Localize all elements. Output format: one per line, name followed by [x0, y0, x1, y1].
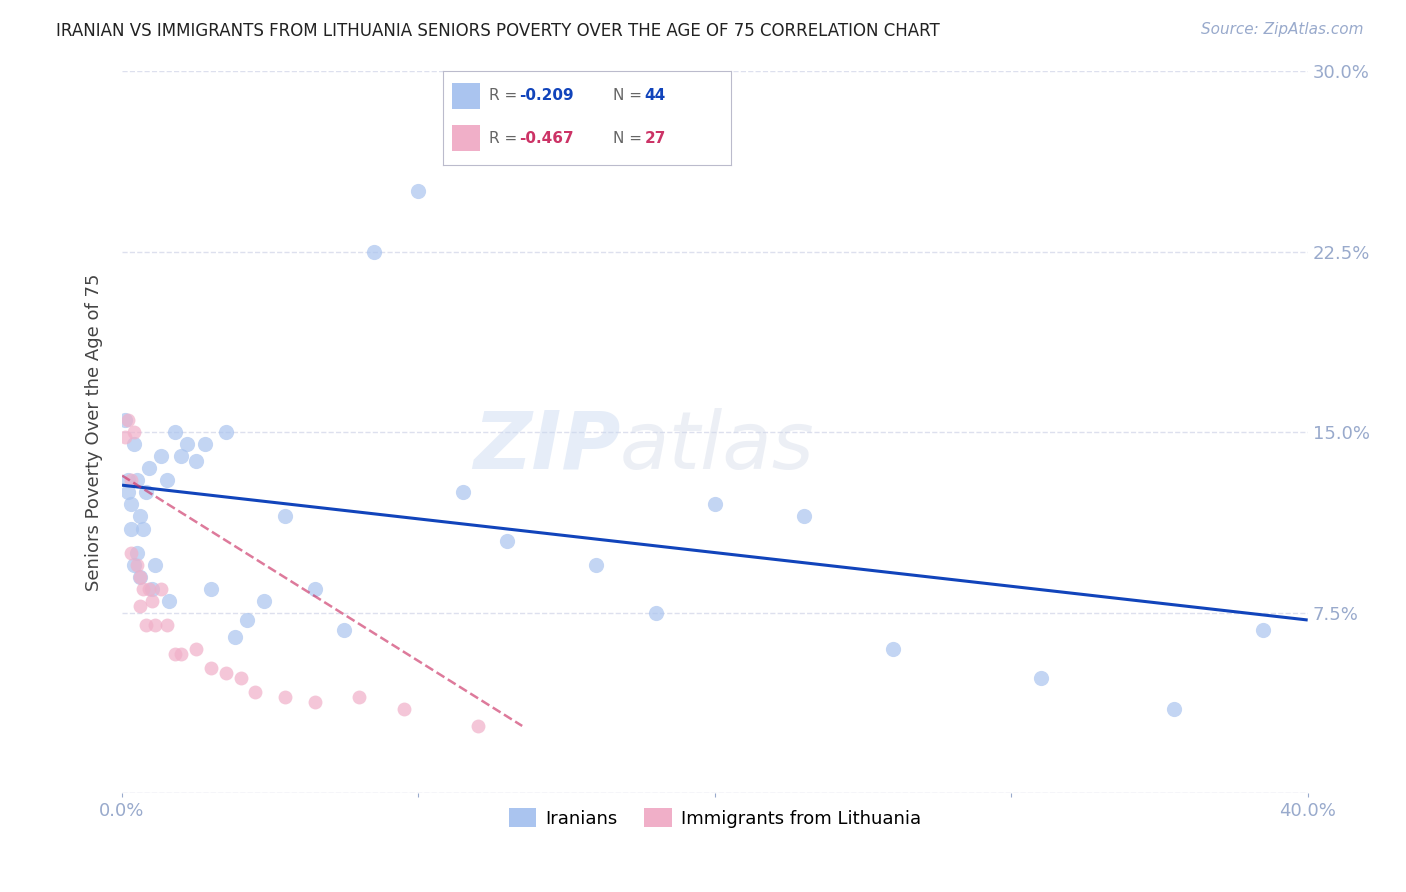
Point: [304, 582, 326, 596]
Point: [186, 454, 208, 468]
Point: [245, 685, 267, 699]
Point: [793, 509, 815, 524]
Legend: Iranians, Immigrants from Lithuania: Iranians, Immigrants from Lithuania: [502, 801, 928, 835]
Point: [165, 647, 187, 661]
Point: [149, 450, 172, 464]
Point: [114, 430, 136, 444]
Point: [176, 437, 198, 451]
Point: [143, 558, 166, 572]
Point: [235, 613, 257, 627]
Text: N =: N =: [613, 131, 647, 146]
Point: [165, 425, 187, 440]
Point: [128, 509, 150, 524]
Text: N =: N =: [613, 88, 647, 103]
Point: [392, 702, 415, 716]
Text: 27: 27: [644, 131, 666, 146]
Point: [304, 695, 326, 709]
Point: [143, 617, 166, 632]
Point: [138, 461, 160, 475]
Point: [155, 474, 177, 488]
Point: [1029, 671, 1052, 685]
Point: [496, 533, 519, 548]
Point: [141, 582, 163, 596]
Point: [117, 413, 139, 427]
Text: -0.209: -0.209: [519, 88, 574, 103]
Text: Source: ZipAtlas.com: Source: ZipAtlas.com: [1201, 22, 1364, 37]
Point: [135, 485, 157, 500]
Point: [125, 474, 148, 488]
Point: [159, 593, 181, 607]
Bar: [451, 83, 481, 109]
Text: R =: R =: [489, 131, 522, 146]
Text: -0.467: -0.467: [519, 131, 574, 146]
Point: [149, 582, 172, 596]
Point: [408, 185, 430, 199]
Point: [347, 690, 370, 704]
Point: [117, 485, 139, 500]
Point: [170, 450, 193, 464]
Point: [229, 671, 252, 685]
Point: [467, 719, 489, 733]
Point: [128, 569, 150, 583]
Point: [170, 647, 193, 661]
Point: [120, 498, 142, 512]
Text: IRANIAN VS IMMIGRANTS FROM LITHUANIA SENIORS POVERTY OVER THE AGE OF 75 CORRELAT: IRANIAN VS IMMIGRANTS FROM LITHUANIA SEN…: [56, 22, 941, 40]
Point: [122, 437, 145, 451]
Text: ZIP: ZIP: [472, 408, 620, 485]
Point: [132, 521, 155, 535]
Point: [200, 661, 222, 675]
Point: [135, 617, 157, 632]
Point: [194, 437, 217, 451]
Point: [122, 425, 145, 440]
Text: atlas: atlas: [620, 408, 814, 485]
Point: [274, 690, 297, 704]
Point: [120, 474, 142, 488]
Point: [132, 582, 155, 596]
Point: [215, 665, 238, 680]
Text: R =: R =: [489, 88, 522, 103]
Point: [585, 558, 607, 572]
Point: [114, 413, 136, 427]
Point: [253, 593, 276, 607]
Point: [215, 425, 238, 440]
Point: [451, 485, 474, 500]
Point: [1163, 702, 1185, 716]
Point: [1251, 623, 1274, 637]
Point: [882, 641, 904, 656]
Bar: [451, 125, 481, 151]
Point: [120, 545, 142, 559]
Point: [200, 582, 222, 596]
Text: 44: 44: [644, 88, 666, 103]
Point: [703, 498, 725, 512]
Point: [363, 244, 385, 259]
Point: [120, 521, 142, 535]
Point: [128, 599, 150, 613]
Point: [125, 558, 148, 572]
Point: [224, 630, 246, 644]
Point: [274, 509, 297, 524]
Point: [125, 545, 148, 559]
Point: [186, 641, 208, 656]
Point: [128, 569, 150, 583]
Point: [122, 558, 145, 572]
Point: [117, 474, 139, 488]
Point: [138, 582, 160, 596]
Point: [155, 617, 177, 632]
Y-axis label: Seniors Poverty Over the Age of 75: Seniors Poverty Over the Age of 75: [86, 274, 103, 591]
Point: [141, 593, 163, 607]
Point: [333, 623, 356, 637]
Point: [644, 606, 666, 620]
